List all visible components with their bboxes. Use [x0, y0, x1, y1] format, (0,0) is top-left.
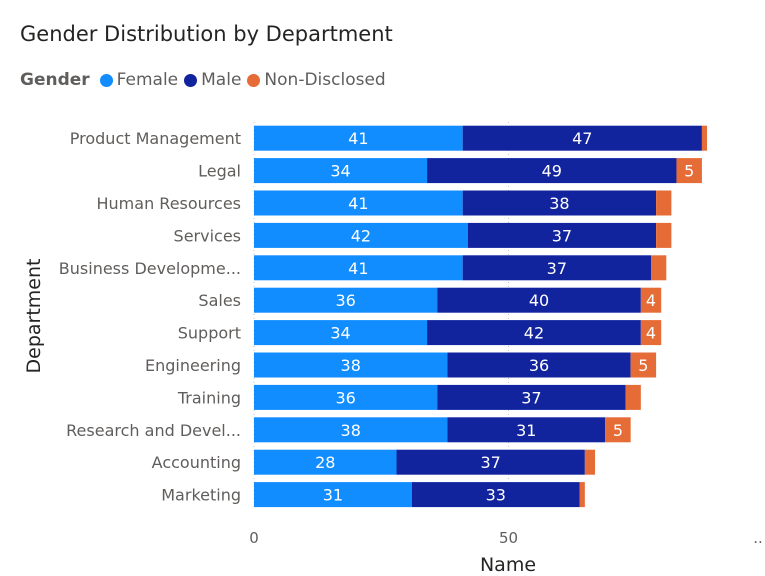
- data-label: 41: [348, 259, 368, 278]
- x-tick-label: 50: [499, 529, 518, 547]
- legend-item-non-disclosed[interactable]: Non-Disclosed: [247, 70, 386, 90]
- data-label: 33: [486, 486, 506, 505]
- data-label: 34: [330, 324, 350, 343]
- category-label: Sales: [198, 291, 241, 310]
- data-label: 5: [684, 162, 694, 181]
- data-label: 4: [646, 324, 656, 343]
- bar-male: [437, 384, 626, 410]
- bar-male: [447, 352, 631, 378]
- legend-label-male: Male: [201, 70, 242, 90]
- bar-male: [462, 255, 652, 281]
- bar-female: [254, 449, 397, 475]
- category-label: Research and Devel...: [66, 421, 241, 440]
- x-axis-title: Name: [480, 554, 536, 576]
- category-label: Accounting: [152, 453, 241, 472]
- bar-non-disclosed: [651, 255, 667, 281]
- bar-male: [437, 287, 641, 313]
- x-tick-label: 0: [249, 529, 259, 547]
- bars: [254, 125, 708, 508]
- legend-item-female[interactable]: Female: [99, 70, 179, 90]
- bar-non-disclosed: [630, 352, 657, 378]
- data-label: 4: [646, 291, 656, 310]
- data-label: 34: [330, 162, 350, 181]
- bar-non-disclosed: [640, 287, 662, 313]
- bar-female: [254, 384, 438, 410]
- bar-non-disclosed: [579, 482, 585, 508]
- bar-non-disclosed: [584, 449, 596, 475]
- bar-female: [254, 287, 438, 313]
- legend-label-female: Female: [116, 70, 179, 90]
- data-label: 38: [549, 194, 569, 213]
- data-label: 41: [348, 194, 368, 213]
- legend-swatch-male: [184, 73, 198, 87]
- data-label: 40: [529, 291, 549, 310]
- bar-female: [254, 417, 448, 443]
- data-label: 42: [524, 324, 544, 343]
- bar-female: [254, 352, 448, 378]
- data-label: 38: [341, 421, 361, 440]
- data-label: 41: [348, 129, 368, 148]
- labels: 0 50 Product Management 41 47 Legal 34 49 5 Human…: [59, 129, 694, 547]
- data-label: 5: [613, 421, 623, 440]
- data-label: 49: [542, 162, 562, 181]
- category-label: Engineering: [145, 356, 241, 375]
- bar-male: [427, 158, 677, 184]
- data-label: 47: [572, 129, 592, 148]
- bar-female: [254, 125, 463, 151]
- gridlines: [253, 122, 509, 510]
- category-label: Services: [174, 226, 241, 245]
- category-label: Product Management: [70, 129, 241, 148]
- bar-non-disclosed: [625, 384, 641, 410]
- data-label: 28: [315, 453, 335, 472]
- data-label: 37: [552, 226, 572, 245]
- bar-non-disclosed: [701, 125, 708, 151]
- category-label: Legal: [198, 162, 241, 181]
- data-label: 37: [481, 453, 501, 472]
- legend-swatch-female: [99, 73, 113, 87]
- x-axis-more-indicator: ..: [753, 529, 763, 547]
- bar-female: [254, 255, 463, 281]
- data-label: 37: [547, 259, 567, 278]
- bar-non-disclosed: [640, 320, 662, 346]
- bar-non-disclosed: [656, 190, 672, 216]
- legend-label-non-disclosed: Non-Disclosed: [264, 70, 386, 90]
- bar-male: [396, 449, 585, 475]
- bar-male: [462, 125, 702, 151]
- data-label: 36: [335, 388, 355, 407]
- data-label: 36: [335, 291, 355, 310]
- data-label: 36: [529, 356, 549, 375]
- category-label: Human Resources: [97, 194, 242, 213]
- bar-male: [462, 190, 657, 216]
- bar-male: [467, 222, 657, 248]
- category-label: Training: [177, 388, 241, 407]
- category-label: Marketing: [161, 486, 241, 505]
- category-label: Support: [178, 324, 241, 343]
- data-label: 31: [323, 486, 343, 505]
- data-label: 37: [521, 388, 541, 407]
- chart-title: Gender Distribution by Department: [20, 22, 393, 46]
- legend-item-male[interactable]: Male: [184, 70, 241, 90]
- bar-male: [447, 417, 606, 443]
- bar-non-disclosed: [605, 417, 631, 443]
- bar-female: [254, 158, 428, 184]
- category-label: Business Developme...: [59, 259, 241, 278]
- data-label: 38: [341, 356, 361, 375]
- legend[interactable]: Gender Female Male Non-Disclosed: [20, 68, 392, 92]
- y-axis-title: Department: [23, 259, 45, 374]
- legend-title: Gender: [20, 70, 90, 90]
- data-label: 31: [516, 421, 536, 440]
- bar-male: [411, 482, 580, 508]
- bar-female: [254, 222, 468, 248]
- data-label: 42: [351, 226, 371, 245]
- bar-female: [254, 482, 412, 508]
- bar-non-disclosed: [676, 158, 702, 184]
- bar-female: [254, 190, 463, 216]
- legend-swatch-non-disclosed: [247, 73, 261, 87]
- data-label: 5: [638, 356, 648, 375]
- bar-female: [254, 320, 428, 346]
- bar-male: [427, 320, 641, 346]
- bar-non-disclosed: [656, 222, 672, 248]
